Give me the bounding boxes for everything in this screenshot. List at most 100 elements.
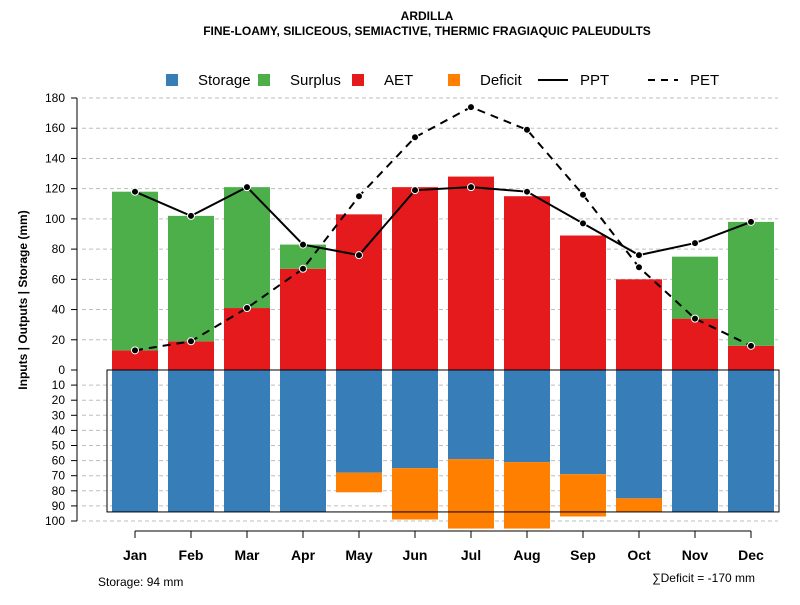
y-tick-label: 70 <box>52 469 66 483</box>
storage-bar <box>168 370 214 512</box>
y-tick-label: 40 <box>52 423 66 437</box>
y-axis-label: Inputs | Outputs | Storage (mm) <box>16 210 30 389</box>
storage-capacity-box <box>106 369 780 513</box>
aet-bar <box>504 196 550 370</box>
deficit-bar <box>504 462 550 529</box>
legend-swatch <box>166 74 178 86</box>
bars <box>106 176 780 529</box>
pet-point <box>299 264 307 273</box>
legend: Storage Surplus AET Deficit PPT PET <box>166 72 719 89</box>
y-tick-label: 80 <box>52 484 66 498</box>
ppt-point <box>243 183 251 192</box>
x-tick-label: Dec <box>738 547 764 563</box>
deficit-bar <box>336 472 382 493</box>
y-tick-label: 40 <box>52 303 66 317</box>
y-tick-label: 0 <box>58 363 65 377</box>
legend-swatch <box>448 74 460 86</box>
y-tick-label: 60 <box>52 454 66 468</box>
ppt-point <box>131 187 139 196</box>
x-tick-label: Jun <box>403 547 428 563</box>
x-tick-label: Mar <box>235 547 260 563</box>
y-tick-label: 20 <box>52 393 66 407</box>
y-tick-label: 20 <box>52 333 66 347</box>
ppt-line <box>134 185 752 257</box>
pet-point <box>691 314 699 323</box>
x-tick-label: Jan <box>123 547 147 563</box>
surplus-bar <box>728 221 774 346</box>
legend-label: Surplus <box>290 72 341 89</box>
storage-bar <box>672 370 718 512</box>
aet-bar <box>280 268 326 370</box>
y-tick-label: 90 <box>52 499 66 513</box>
pet-point <box>523 125 531 134</box>
x-tick-label: Oct <box>627 547 651 563</box>
storage-bar <box>728 370 774 512</box>
legend-swatch <box>258 74 270 86</box>
pet-point <box>243 304 251 313</box>
pet-line <box>134 105 752 352</box>
aet-bar <box>112 350 158 370</box>
storage-bar <box>336 370 382 473</box>
deficit-bar <box>560 474 606 517</box>
x-tick-label: May <box>345 547 372 563</box>
legend-label: AET <box>384 72 413 89</box>
ppt-point <box>579 219 587 228</box>
storage-note: Storage: 94 mm <box>98 575 183 589</box>
legend-label: Storage <box>198 72 251 89</box>
deficit-bar <box>392 468 438 520</box>
pet-point <box>747 341 755 350</box>
surplus-bar <box>168 215 214 342</box>
legend-label: Deficit <box>480 72 523 89</box>
legend-swatch <box>352 74 364 86</box>
storage-bar <box>616 370 662 499</box>
ppt-point <box>691 239 699 248</box>
deficit-bar <box>448 459 494 529</box>
pet-point <box>467 103 475 112</box>
storage-bar <box>392 370 438 469</box>
surplus-bar <box>112 191 158 351</box>
chart-title: ARDILLA <box>401 9 454 23</box>
storage-bar <box>224 370 270 512</box>
storage-bar <box>280 370 326 512</box>
aet-bar <box>616 279 662 370</box>
y-tick-label: 10 <box>52 378 66 392</box>
aet-bar <box>672 318 718 370</box>
y-tick-label: 50 <box>52 439 66 453</box>
lines <box>131 103 755 355</box>
pet-point <box>355 192 363 201</box>
pet-point <box>411 133 419 142</box>
axes: 1801601401201008060402001020304050607080… <box>45 91 764 563</box>
aet-bar <box>448 176 494 370</box>
y-tick-label: 30 <box>52 408 66 422</box>
legend-label: PET <box>690 72 719 89</box>
x-tick-label: Apr <box>291 547 316 563</box>
aet-bar <box>224 308 270 370</box>
pet-point <box>131 346 139 355</box>
x-tick-label: Aug <box>513 547 540 563</box>
ppt-point <box>635 251 643 260</box>
aet-bar <box>392 187 438 370</box>
y-tick-label: 180 <box>45 91 65 105</box>
storage-bar <box>448 370 494 460</box>
storage-bar <box>504 370 550 463</box>
ppt-point <box>747 217 755 226</box>
ppt-point <box>187 211 195 220</box>
aet-bar <box>560 235 606 370</box>
ppt-point <box>299 240 307 249</box>
legend-label: PPT <box>580 72 609 89</box>
pet-point <box>579 190 587 199</box>
x-tick-label: Nov <box>682 547 709 563</box>
x-tick-label: Sep <box>570 547 596 563</box>
storage-bar <box>560 370 606 475</box>
ppt-point <box>355 251 363 260</box>
y-tick-label: 60 <box>52 272 66 286</box>
y-tick-label: 80 <box>52 242 66 256</box>
storage-bar <box>112 370 158 512</box>
deficit-note: ∑Deficit = -170 mm <box>652 571 755 585</box>
y-tick-label: 160 <box>45 121 65 135</box>
surplus-bar <box>672 256 718 319</box>
x-tick-label: Feb <box>179 547 204 563</box>
surplus-bar <box>224 187 270 309</box>
y-tick-label: 100 <box>45 514 65 528</box>
